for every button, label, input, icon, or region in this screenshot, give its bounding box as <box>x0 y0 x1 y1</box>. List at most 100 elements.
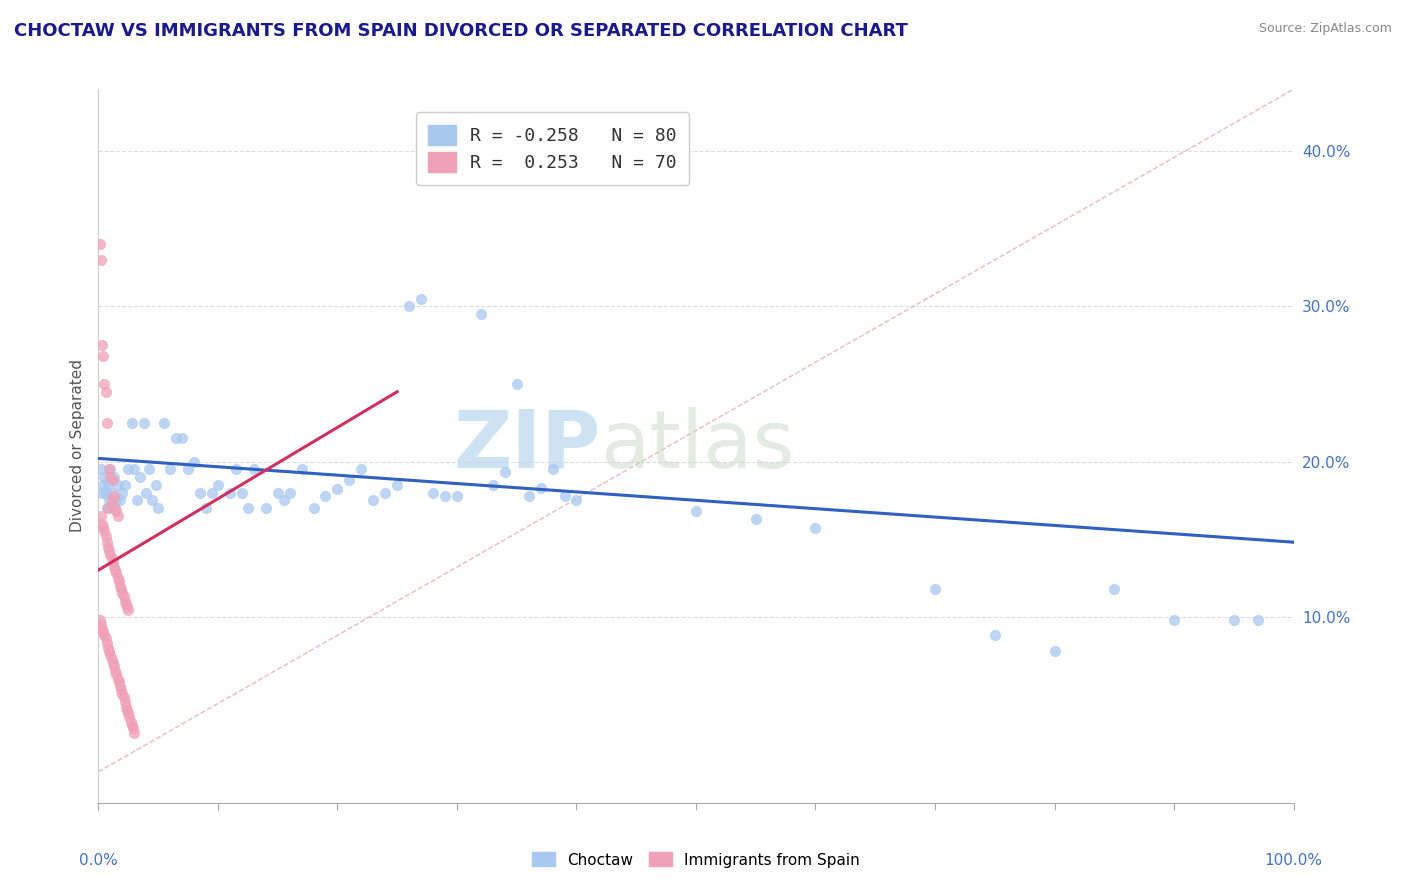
Point <box>98 648 122 663</box>
Point <box>1246 613 1268 627</box>
Point <box>114 477 136 491</box>
Point <box>91 519 114 533</box>
Point <box>132 416 155 430</box>
Text: 0.0%: 0.0% <box>79 853 118 868</box>
Point <box>350 462 373 476</box>
Point <box>98 470 122 484</box>
Point <box>506 376 529 391</box>
Point <box>117 603 139 617</box>
Point <box>100 485 122 500</box>
Point <box>115 703 138 717</box>
Point <box>124 726 146 740</box>
Point <box>97 501 120 516</box>
Point <box>385 477 409 491</box>
Point <box>337 473 360 487</box>
Point <box>124 462 146 476</box>
Point <box>98 544 121 558</box>
Point <box>112 590 135 604</box>
Point <box>111 586 134 600</box>
Point <box>481 477 505 491</box>
Text: ZIP: ZIP <box>453 407 600 485</box>
Point <box>398 299 420 313</box>
Point <box>91 477 114 491</box>
Point <box>924 582 946 596</box>
Point <box>125 493 148 508</box>
Point <box>122 722 145 736</box>
Point <box>107 674 129 689</box>
Point <box>96 636 118 650</box>
Y-axis label: Divorced or Separated: Divorced or Separated <box>69 359 84 533</box>
Point <box>165 431 187 445</box>
Point <box>104 664 127 678</box>
Point <box>494 466 516 480</box>
Point <box>107 571 129 585</box>
Point <box>148 501 170 516</box>
Point <box>117 706 139 720</box>
Point <box>565 493 588 508</box>
Point <box>89 613 111 627</box>
Point <box>111 687 134 701</box>
Point <box>107 672 129 686</box>
Point <box>93 524 115 539</box>
Point <box>96 501 118 516</box>
Point <box>201 485 224 500</box>
Point <box>93 376 115 391</box>
Point <box>104 563 127 577</box>
Point <box>254 501 277 516</box>
Point <box>446 489 468 503</box>
Point <box>104 501 127 516</box>
Point <box>93 628 115 642</box>
Point <box>411 292 433 306</box>
Point <box>315 489 337 503</box>
Point <box>108 680 131 694</box>
Point <box>107 574 129 588</box>
Point <box>207 477 229 491</box>
Point <box>91 622 114 636</box>
Point <box>107 508 129 523</box>
Point <box>517 489 540 503</box>
Point <box>121 416 143 430</box>
Point <box>243 462 266 476</box>
Point <box>103 659 125 673</box>
Point <box>115 699 138 714</box>
Point <box>231 485 253 500</box>
Point <box>100 651 122 665</box>
Legend: R = -0.258   N = 80, R =  0.253   N = 70: R = -0.258 N = 80, R = 0.253 N = 70 <box>416 112 689 185</box>
Point <box>101 555 124 569</box>
Point <box>172 431 194 445</box>
Text: CHOCTAW VS IMMIGRANTS FROM SPAIN DIVORCED OR SEPARATED CORRELATION CHART: CHOCTAW VS IMMIGRANTS FROM SPAIN DIVORCE… <box>14 22 908 40</box>
Point <box>97 640 120 655</box>
Point <box>117 462 139 476</box>
Point <box>422 485 444 500</box>
Point <box>98 644 121 658</box>
Point <box>141 493 163 508</box>
Point <box>804 521 827 535</box>
Text: 100.0%: 100.0% <box>1264 853 1323 868</box>
Point <box>98 548 122 562</box>
Point <box>374 485 396 500</box>
Point <box>103 489 125 503</box>
Point <box>101 501 124 516</box>
Point <box>91 338 114 352</box>
Point <box>94 529 117 543</box>
Point <box>91 485 114 500</box>
Point <box>745 512 768 526</box>
Point <box>90 252 112 267</box>
Point <box>105 667 128 681</box>
Point <box>1163 613 1185 627</box>
Point <box>90 508 112 523</box>
Point <box>91 349 114 363</box>
Point <box>91 625 114 640</box>
Point <box>90 462 112 476</box>
Point <box>103 470 125 484</box>
Point <box>108 493 131 508</box>
Point <box>135 485 157 500</box>
Point <box>98 493 121 508</box>
Point <box>267 485 290 500</box>
Point <box>273 493 295 508</box>
Point <box>114 594 136 608</box>
Point <box>101 473 124 487</box>
Point <box>100 550 122 565</box>
Point <box>1043 644 1066 658</box>
Text: Source: ZipAtlas.com: Source: ZipAtlas.com <box>1258 22 1392 36</box>
